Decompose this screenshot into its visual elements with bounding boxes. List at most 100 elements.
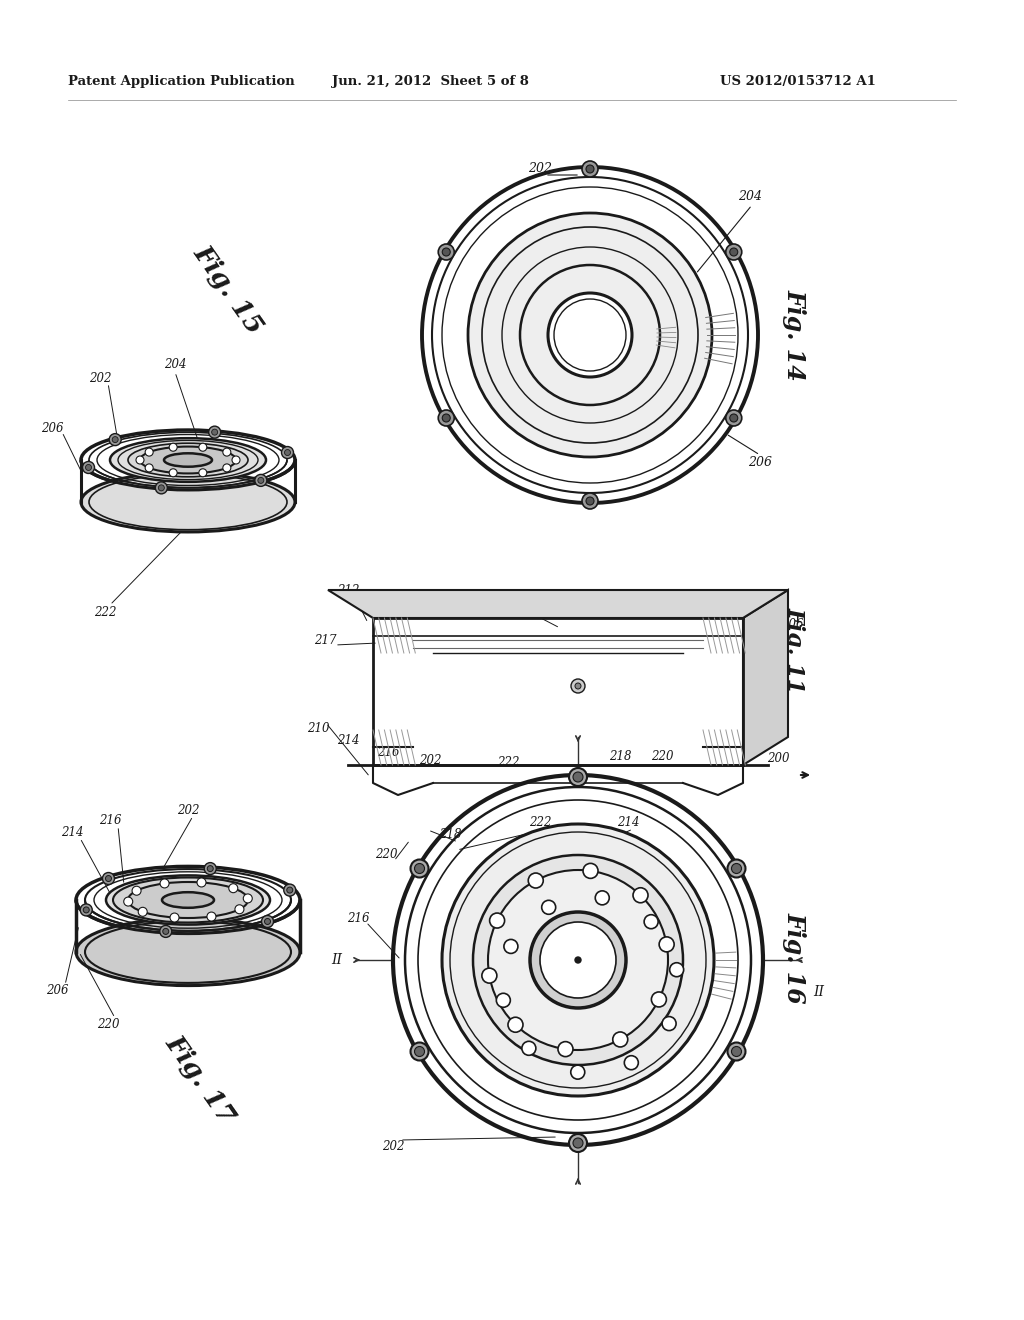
Circle shape	[508, 1018, 523, 1032]
Circle shape	[86, 465, 91, 470]
Circle shape	[223, 447, 230, 457]
Circle shape	[136, 455, 144, 465]
Text: 206: 206	[46, 983, 69, 997]
Polygon shape	[328, 590, 788, 618]
Text: 216: 216	[347, 912, 370, 924]
Text: 202: 202	[419, 754, 441, 767]
Circle shape	[548, 293, 632, 378]
Circle shape	[160, 925, 172, 937]
Text: Fig. 17: Fig. 17	[161, 1031, 240, 1129]
Text: Fig. 11: Fig. 11	[784, 607, 806, 693]
Circle shape	[284, 884, 296, 896]
Circle shape	[659, 937, 674, 952]
Ellipse shape	[76, 919, 300, 986]
Circle shape	[558, 1041, 573, 1056]
Circle shape	[726, 411, 741, 426]
Circle shape	[569, 1134, 587, 1152]
Circle shape	[234, 904, 244, 913]
Ellipse shape	[128, 444, 248, 477]
Circle shape	[207, 912, 216, 921]
Circle shape	[726, 244, 741, 260]
Polygon shape	[743, 590, 788, 766]
Circle shape	[138, 907, 147, 916]
Circle shape	[731, 863, 741, 874]
Circle shape	[209, 426, 220, 438]
Text: Fig. 16: Fig. 16	[783, 912, 807, 1005]
Text: 220: 220	[96, 1019, 119, 1031]
Circle shape	[228, 883, 238, 892]
Ellipse shape	[140, 446, 236, 474]
Circle shape	[586, 165, 594, 173]
Circle shape	[575, 682, 581, 689]
Circle shape	[644, 915, 658, 929]
Circle shape	[204, 862, 216, 875]
Circle shape	[442, 414, 451, 422]
Circle shape	[102, 873, 115, 884]
Circle shape	[542, 900, 556, 915]
Text: 206: 206	[748, 455, 772, 469]
Circle shape	[573, 1138, 583, 1148]
Circle shape	[105, 875, 112, 882]
Circle shape	[145, 447, 154, 457]
Circle shape	[422, 168, 758, 503]
Circle shape	[83, 462, 94, 474]
Text: 222: 222	[94, 606, 117, 619]
Circle shape	[625, 1056, 638, 1069]
Circle shape	[415, 863, 425, 874]
Circle shape	[612, 1032, 628, 1047]
Text: 214: 214	[337, 734, 359, 747]
Circle shape	[727, 859, 745, 878]
Text: 202: 202	[89, 371, 112, 384]
Circle shape	[530, 912, 626, 1008]
Circle shape	[582, 492, 598, 510]
Text: II: II	[813, 985, 824, 999]
Circle shape	[411, 859, 428, 878]
Circle shape	[232, 455, 240, 465]
Text: 220: 220	[375, 847, 397, 861]
Text: 204: 204	[738, 190, 762, 203]
Text: Jun. 21, 2012  Sheet 5 of 8: Jun. 21, 2012 Sheet 5 of 8	[332, 75, 528, 88]
Circle shape	[586, 498, 594, 506]
Circle shape	[255, 474, 267, 486]
Text: 212: 212	[337, 583, 359, 597]
Ellipse shape	[81, 473, 295, 532]
Ellipse shape	[128, 882, 248, 917]
Ellipse shape	[76, 866, 300, 933]
Text: 218: 218	[608, 751, 631, 763]
Circle shape	[415, 1047, 425, 1056]
Circle shape	[442, 248, 451, 256]
Circle shape	[468, 213, 712, 457]
Circle shape	[651, 991, 667, 1007]
Circle shape	[156, 482, 167, 494]
Circle shape	[197, 878, 206, 887]
Circle shape	[110, 433, 121, 446]
Text: 202: 202	[382, 1140, 404, 1154]
Circle shape	[438, 411, 455, 426]
Circle shape	[212, 429, 218, 436]
Circle shape	[497, 993, 510, 1007]
Circle shape	[287, 887, 293, 894]
Circle shape	[438, 244, 455, 260]
Circle shape	[145, 463, 154, 471]
Circle shape	[261, 916, 273, 928]
Circle shape	[520, 265, 660, 405]
Circle shape	[575, 957, 581, 964]
Circle shape	[169, 444, 177, 451]
Text: US 2012/0153712 A1: US 2012/0153712 A1	[720, 75, 876, 88]
Circle shape	[132, 886, 141, 895]
Circle shape	[595, 891, 609, 904]
Circle shape	[528, 873, 544, 888]
Circle shape	[163, 928, 169, 935]
Circle shape	[159, 484, 164, 491]
Circle shape	[573, 772, 583, 781]
Text: 217: 217	[313, 634, 336, 647]
Circle shape	[285, 450, 291, 455]
Text: 216: 216	[98, 813, 121, 826]
Text: 206: 206	[41, 421, 63, 434]
Text: 222: 222	[497, 756, 519, 770]
Circle shape	[582, 161, 598, 177]
Text: 202: 202	[177, 804, 200, 817]
Circle shape	[207, 866, 213, 871]
Circle shape	[583, 863, 598, 878]
Circle shape	[540, 921, 616, 998]
